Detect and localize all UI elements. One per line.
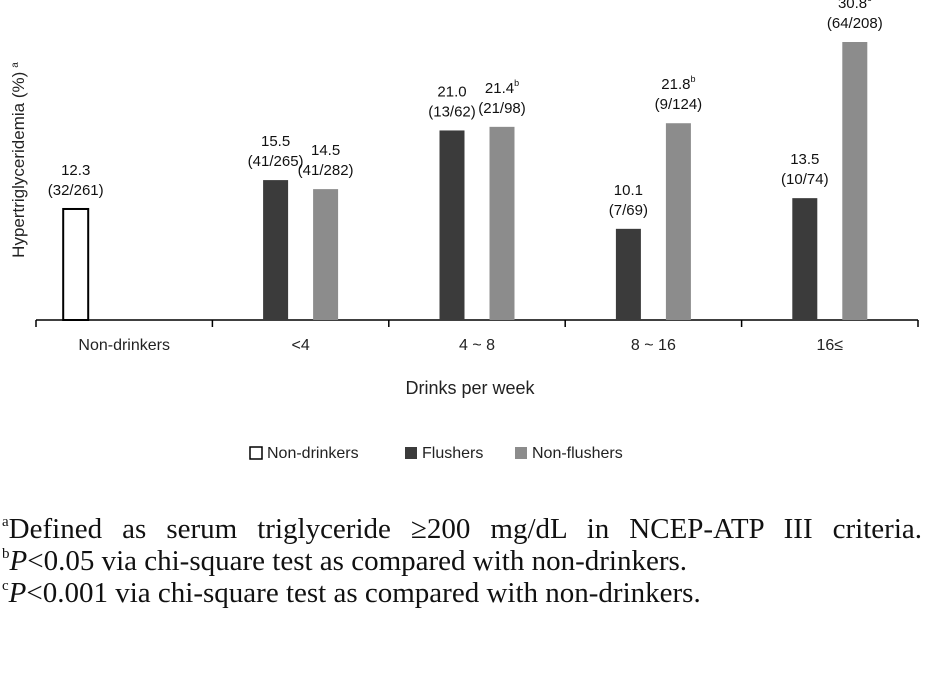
x-tick-label: <4 bbox=[291, 337, 309, 354]
data-label-count: (13/62) bbox=[428, 103, 476, 120]
legend-swatch bbox=[405, 447, 417, 459]
footnote-c: cP<0.001 via chi-square test as compared… bbox=[2, 577, 922, 609]
data-label-value: 12.3 bbox=[61, 162, 90, 179]
footnotes: aDefined as serum triglyceride ≥200 mg/d… bbox=[2, 513, 922, 609]
ticks-layer: Non-drinkers <4 4 ~ 8 8 ~ 16 16≤ bbox=[35, 320, 919, 354]
x-tick-label: 16≤ bbox=[817, 337, 844, 354]
data-label-value: 14.5 bbox=[311, 142, 340, 159]
bar bbox=[439, 130, 465, 320]
footnote-b: bP<0.05 via chi-square test as compared … bbox=[2, 545, 922, 577]
footnote-b-text: <0.05 via chi-square test as compared wi… bbox=[27, 545, 688, 577]
data-label-count: (7/69) bbox=[609, 202, 648, 219]
legend: Non-drinkers Flushers Non-flushers bbox=[249, 445, 623, 462]
footnote-a-marker: a bbox=[2, 514, 9, 530]
footnote-c-italic: P bbox=[8, 577, 27, 609]
footnote-c-marker: c bbox=[2, 578, 9, 594]
bars-layer bbox=[62, 42, 868, 321]
legend-label: Flushers bbox=[422, 445, 483, 462]
legend-swatch bbox=[249, 446, 263, 460]
footnote-a: aDefined as serum triglyceride ≥200 mg/d… bbox=[2, 513, 922, 545]
x-tick-label: Non-drinkers bbox=[78, 337, 170, 354]
footnote-b-marker: b bbox=[2, 546, 10, 562]
data-label-count: (32/261) bbox=[48, 182, 104, 199]
y-axis-label-text: Hypertriglyceridemia (%) bbox=[9, 72, 28, 258]
data-label-value: 30.8c bbox=[838, 0, 872, 12]
footnote-c-text: <0.001 via chi-square test as compared w… bbox=[26, 577, 701, 609]
bar bbox=[313, 189, 339, 320]
legend-swatch bbox=[515, 447, 527, 459]
data-label-superscript: b bbox=[514, 78, 519, 88]
footnote-a-text: Defined as serum triglyceride ≥200 mg/dL… bbox=[8, 513, 922, 545]
x-tick-label: 8 ~ 16 bbox=[631, 337, 676, 354]
y-axis-label-superscript: a bbox=[10, 62, 21, 68]
chart: Hypertriglyceridemia (%) a Non-drinkers <4… bbox=[9, 0, 919, 462]
bar bbox=[615, 228, 641, 320]
data-labels-layer: 12.3 (32/261) 15.5 (41/265) 21.0 (13/62) 10.1 (… bbox=[48, 0, 883, 219]
data-label-count: (41/282) bbox=[298, 162, 354, 179]
bar bbox=[665, 123, 691, 320]
data-label-value: 21.4b bbox=[485, 78, 519, 97]
bar bbox=[842, 42, 868, 320]
bar bbox=[489, 126, 515, 321]
footnote-b-italic: P bbox=[9, 545, 28, 577]
x-tick-label: 4 ~ 8 bbox=[459, 337, 495, 354]
data-label-count: (9/124) bbox=[655, 96, 703, 113]
y-axis-label: Hypertriglyceridemia (%) a bbox=[9, 62, 28, 258]
data-label-count: (21/98) bbox=[478, 100, 526, 117]
legend-label: Non-drinkers bbox=[267, 445, 359, 462]
legend-label: Non-flushers bbox=[532, 445, 623, 462]
data-label-superscript: c bbox=[867, 0, 872, 3]
data-label-superscript: b bbox=[690, 74, 695, 84]
bar bbox=[792, 198, 818, 320]
data-label-value: 13.5 bbox=[790, 151, 819, 168]
x-axis-label: Drinks per week bbox=[405, 378, 535, 398]
bar bbox=[62, 207, 90, 321]
data-label-count: (10/74) bbox=[781, 171, 829, 188]
bar bbox=[263, 180, 289, 320]
data-label-value: 21.8b bbox=[661, 74, 695, 93]
data-label-value: 15.5 bbox=[261, 133, 290, 150]
data-label-count: (41/265) bbox=[248, 153, 304, 170]
data-label-value: 21.0 bbox=[437, 83, 466, 100]
data-label-count: (64/208) bbox=[827, 15, 883, 32]
data-label-value: 10.1 bbox=[614, 182, 643, 199]
